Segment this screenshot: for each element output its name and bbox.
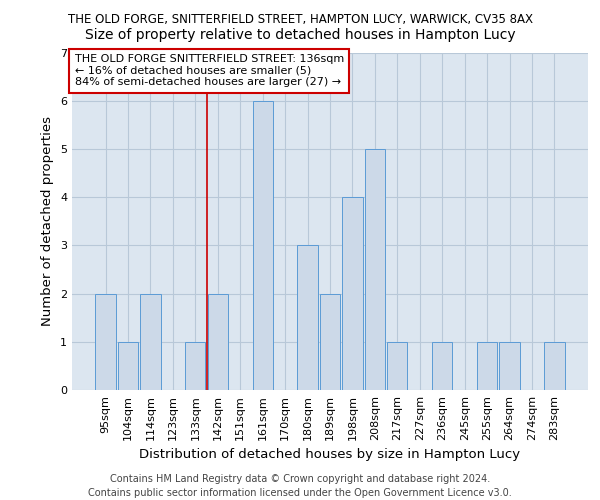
Bar (477, 342, 497, 390)
X-axis label: Distribution of detached houses by size in Hampton Lucy: Distribution of detached houses by size … (139, 448, 521, 462)
Bar (544, 342, 565, 390)
Bar (343, 197, 362, 390)
Bar (499, 342, 520, 390)
Bar (298, 246, 317, 390)
Bar (140, 294, 161, 390)
Bar (118, 342, 138, 390)
Bar (95, 294, 116, 390)
Bar (185, 342, 205, 390)
Bar (432, 342, 452, 390)
Y-axis label: Number of detached properties: Number of detached properties (41, 116, 55, 326)
Bar (365, 149, 385, 390)
Bar (387, 342, 407, 390)
Text: Contains HM Land Registry data © Crown copyright and database right 2024.
Contai: Contains HM Land Registry data © Crown c… (88, 474, 512, 498)
Text: THE OLD FORGE, SNITTERFIELD STREET, HAMPTON LUCY, WARWICK, CV35 8AX: THE OLD FORGE, SNITTERFIELD STREET, HAMP… (67, 12, 533, 26)
Text: THE OLD FORGE SNITTERFIELD STREET: 136sqm
← 16% of detached houses are smaller (: THE OLD FORGE SNITTERFIELD STREET: 136sq… (74, 54, 344, 88)
Bar (253, 100, 273, 390)
Bar (208, 294, 228, 390)
Bar (320, 294, 340, 390)
Text: Size of property relative to detached houses in Hampton Lucy: Size of property relative to detached ho… (85, 28, 515, 42)
